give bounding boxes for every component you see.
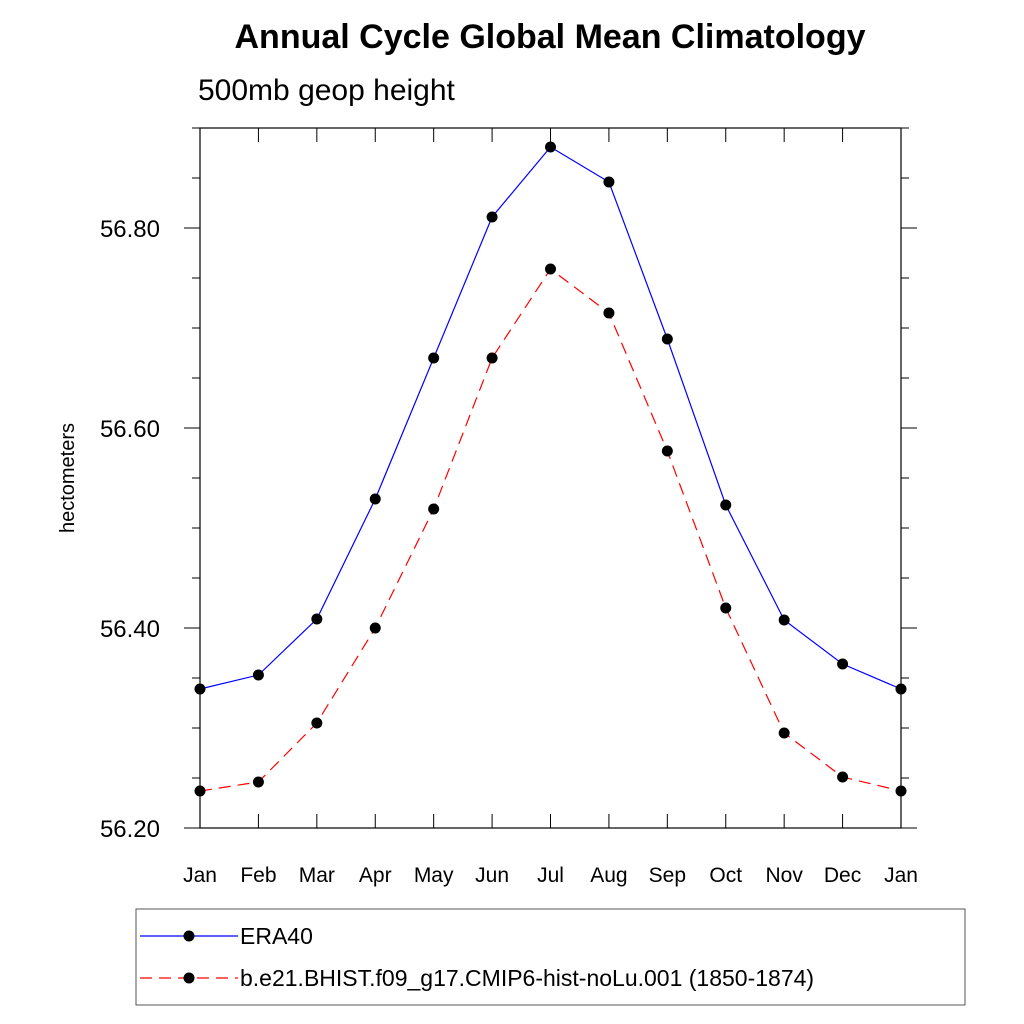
legend-entries: ERA40 b.e21.BHIST.f09_g17.CMIP6-hist-noLu… <box>140 923 814 991</box>
series-1-point <box>895 683 907 695</box>
y-tick-label: 56.40 <box>100 616 160 643</box>
x-tick-label: Jul <box>537 864 564 887</box>
series-2-point <box>311 717 323 729</box>
axis-ticks <box>184 127 917 829</box>
y-tick-labels: 56.20 56.40 56.60 56.80 <box>100 216 160 843</box>
x-tick-label: Aug <box>590 864 627 887</box>
legend-marker-1 <box>183 930 195 942</box>
series-1-point <box>369 493 381 505</box>
x-tick-label: Feb <box>240 864 276 887</box>
series-1-point <box>778 614 790 626</box>
series-2-point <box>545 263 556 275</box>
series-1-point <box>486 211 498 223</box>
series-2-point <box>428 503 440 515</box>
x-tick-label: Sep <box>649 864 686 887</box>
x-tick-label: Dec <box>824 864 861 887</box>
legend-label-2: b.e21.BHIST.f09_g17.CMIP6-hist-noLu.001 … <box>240 965 814 991</box>
x-tick-label: Mar <box>299 864 335 887</box>
series-2-point <box>895 785 907 797</box>
series-1-point <box>720 499 732 511</box>
series-1-point <box>545 141 556 153</box>
chart-title: Annual Cycle Global Mean Climatology <box>235 18 866 56</box>
series-2-point <box>194 785 206 797</box>
x-tick-label: Oct <box>709 864 742 887</box>
series-1-point <box>661 333 673 345</box>
x-tick-label: May <box>414 864 454 887</box>
series-2-point <box>252 776 264 788</box>
x-tick-label: Jan <box>884 864 918 887</box>
series-1-point <box>311 613 323 625</box>
series-1-point <box>837 658 849 670</box>
x-tick-labels: Jan Feb Mar Apr May Jun Jul Aug Sep Oct Nov Dec Jan <box>183 864 918 887</box>
series-2-point <box>486 352 498 364</box>
series-1-point <box>252 669 264 681</box>
legend-box <box>135 908 966 1006</box>
series-2-point <box>603 307 615 319</box>
series-line-2 <box>199 268 902 792</box>
series-2-point <box>661 445 673 457</box>
plot-frame <box>199 127 902 829</box>
x-tick-label: Jan <box>183 864 217 887</box>
series-1-point <box>428 352 440 364</box>
chart-subtitle: 500mb geop height <box>198 74 456 107</box>
series-2-point <box>778 727 790 739</box>
y-tick-label: 56.80 <box>100 216 160 243</box>
series-2-point <box>369 622 381 634</box>
x-tick-label: Jun <box>475 864 509 887</box>
y-tick-label: 56.60 <box>100 416 160 443</box>
series-1-point <box>603 176 615 188</box>
series-line-1 <box>199 146 902 690</box>
legend-label-1: ERA40 <box>240 923 313 949</box>
x-tick-label: Apr <box>359 864 392 887</box>
y-axis-label: hectometers <box>57 423 79 533</box>
x-tick-label: Nov <box>765 864 803 887</box>
series-1-point <box>194 683 206 695</box>
y-tick-label: 56.20 <box>100 816 160 843</box>
series-2-point <box>720 602 732 614</box>
series-2-point <box>837 771 849 783</box>
legend-marker-2 <box>183 972 195 984</box>
series-layer <box>194 141 907 797</box>
